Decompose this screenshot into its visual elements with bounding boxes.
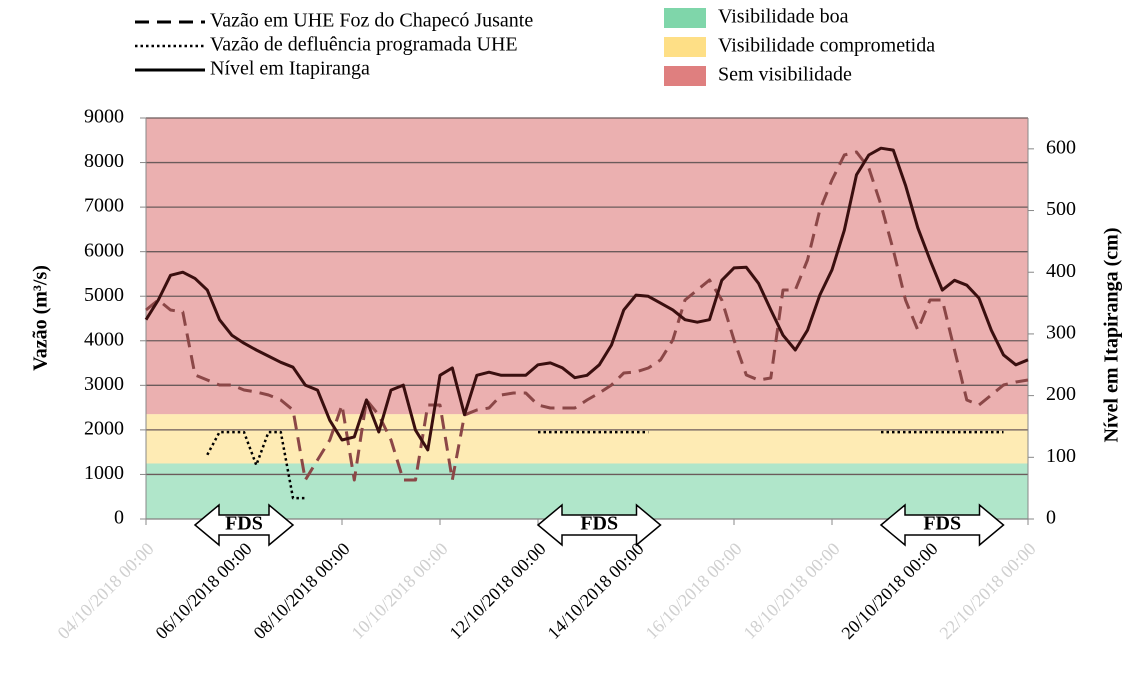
x-tick-label: 10/10/2018 00:00 — [347, 539, 451, 643]
legend-swatch — [664, 66, 706, 86]
visibility-band — [146, 414, 1028, 464]
fds-arrow — [193, 503, 295, 547]
y-tick-label: 3000 — [84, 373, 124, 395]
legend-swatch — [664, 8, 706, 28]
visibility-band — [146, 463, 1028, 519]
legend-label: Vazão em UHE Foz do Chapecó Jusante — [210, 10, 533, 32]
fds-label: FDS — [225, 513, 263, 535]
x-tick-label: 14/10/2018 00:00 — [543, 539, 647, 643]
x-tick-label: 12/10/2018 00:00 — [445, 539, 549, 643]
y-tick-label: 6000 — [84, 239, 124, 261]
legend-label: Visibilidade comprometida — [718, 35, 935, 57]
x-tick-label: 06/10/2018 00:00 — [151, 539, 255, 643]
fds-label: FDS — [923, 513, 961, 535]
legend-label: Visibilidade boa — [718, 6, 849, 28]
x-tick-label: 18/10/2018 00:00 — [739, 539, 843, 643]
legend-swatch — [664, 37, 706, 57]
legend-label: Nível em Itapiranga — [210, 58, 370, 80]
y2-tick-label: 600 — [1046, 136, 1076, 158]
fds-arrow — [536, 503, 662, 547]
visibility-band — [146, 118, 1028, 415]
x-tick-label: 08/10/2018 00:00 — [249, 539, 353, 643]
y-tick-label: 5000 — [84, 284, 124, 306]
y-tick-label: 8000 — [84, 150, 124, 172]
y2-tick-label: 0 — [1046, 507, 1056, 529]
y-tick-label: 1000 — [84, 462, 124, 484]
y-tick-label: 4000 — [84, 328, 124, 350]
y-tick-label: 7000 — [84, 195, 124, 217]
fds-label: FDS — [580, 513, 618, 535]
fds-arrow — [879, 503, 1005, 547]
y-axis-label: Vazão (m³/s) — [30, 265, 52, 371]
series-line — [206, 430, 1004, 500]
y2-tick-label: 200 — [1046, 383, 1076, 405]
y2-tick-label: 300 — [1046, 322, 1076, 344]
y2-tick-label: 400 — [1046, 260, 1076, 282]
y-tick-label: 0 — [114, 507, 124, 529]
x-tick-label: 16/10/2018 00:00 — [641, 539, 745, 643]
y2-tick-label: 100 — [1046, 445, 1076, 467]
y2-tick-label: 500 — [1046, 198, 1076, 220]
x-tick-label: 22/10/2018 00:00 — [935, 539, 1039, 643]
x-tick-label: 04/10/2018 00:00 — [53, 539, 157, 643]
series-line — [145, 150, 1029, 482]
legend-label: Sem visibilidade — [718, 64, 852, 86]
y-tick-label: 2000 — [84, 417, 124, 439]
y2-axis-label: Nível em Itapiranga (cm) — [1101, 228, 1123, 443]
y-tick-label: 9000 — [84, 106, 124, 128]
series-line — [144, 146, 1029, 452]
x-tick-label: 20/10/2018 00:00 — [837, 539, 941, 643]
legend-label: Vazão de defluência programada UHE — [210, 34, 518, 56]
